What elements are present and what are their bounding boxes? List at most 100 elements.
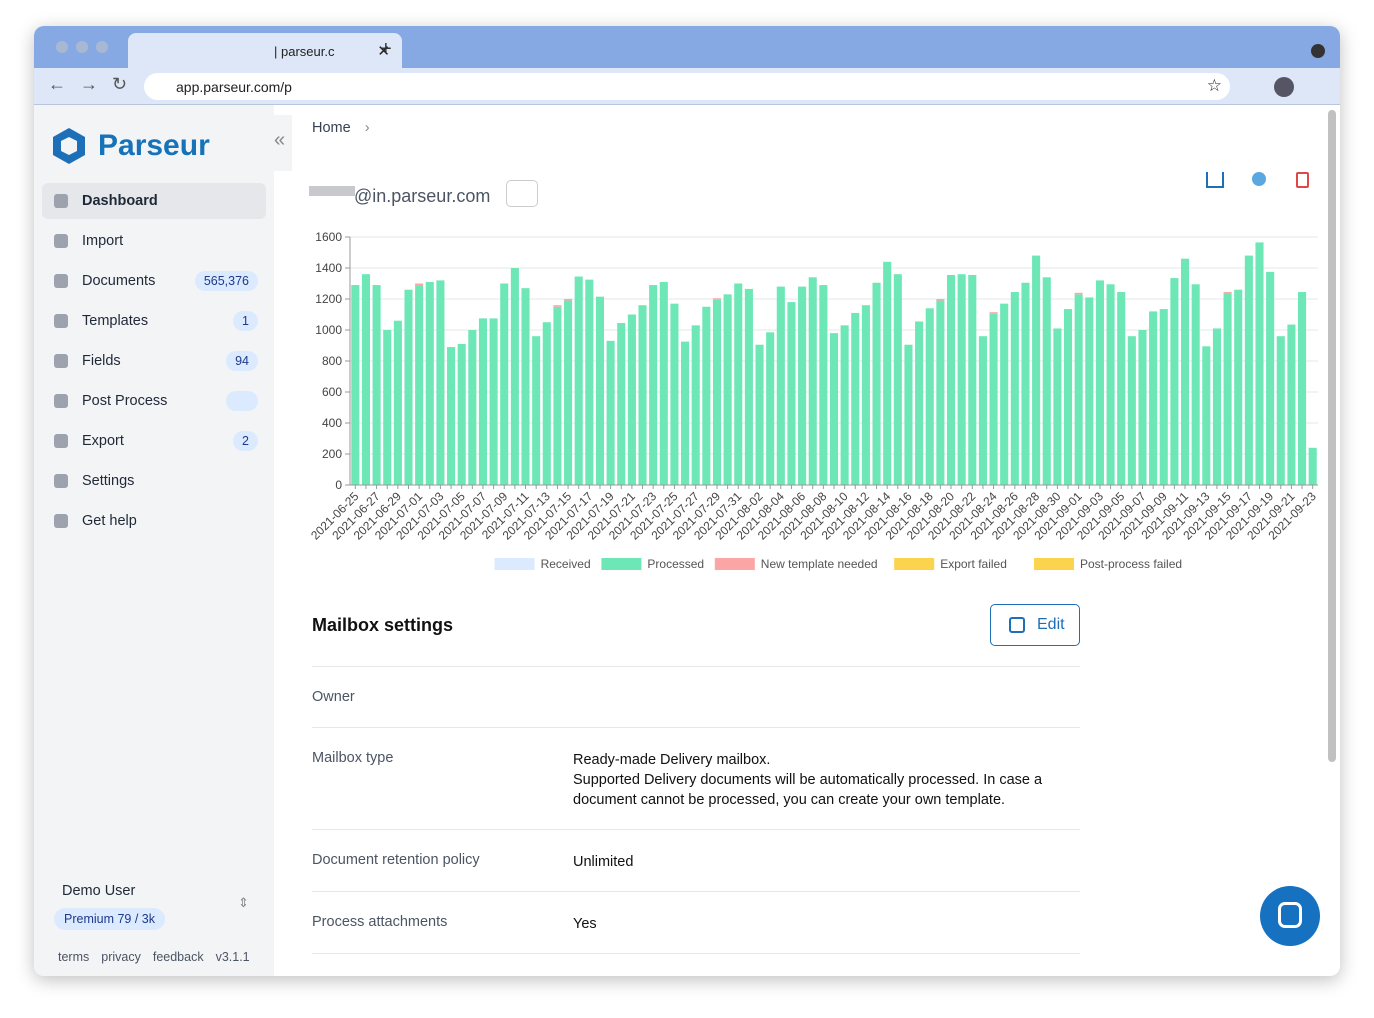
row-divider [312,953,1080,954]
y-tick-label: 400 [322,416,342,430]
legend-swatch [714,558,755,570]
breadcrumb-home[interactable]: Home [312,120,351,136]
bar-segment [691,325,700,485]
nav-buttons[interactable]: ←→↻ [48,74,142,94]
bar-segment [1117,292,1126,485]
legend-label: Received [541,557,591,571]
nav-icon [54,314,68,328]
bar-segment [532,336,541,485]
collapse[interactable]: « [274,115,292,171]
y-tick-label: 600 [322,385,342,399]
section-title: Mailbox settings [312,615,454,635]
nav-label: Fields [82,353,121,369]
bar-segment [1159,309,1168,485]
new-tab[interactable]: + [380,38,392,60]
bar-segment [787,302,796,485]
bar-segment [1010,292,1019,485]
bar-segment [755,344,764,485]
row-value: Unlimited [573,852,1073,872]
user-toggle[interactable]: ⇕ [238,895,249,910]
y-tick-label: 800 [322,354,342,368]
row-label: Process attachments [312,914,448,930]
bar-segment [404,289,413,485]
bar-segment [872,282,881,485]
bar-segment [766,332,775,485]
bar-segment [1149,311,1158,485]
bar-segment [606,340,615,485]
chart: 020040060080010001200140016002021-06-252… [308,230,1319,571]
bar-segment [478,318,488,485]
nav-item[interactable]: Documents 565,376 [42,263,266,299]
value-line: Ready-made Delivery mailbox. [573,752,771,768]
nav-item[interactable]: Settings [42,463,266,499]
bar-segment [542,322,551,485]
y-tick-label: 200 [322,447,342,461]
settings-button[interactable] [1252,172,1266,186]
bar-segment [627,314,636,485]
bar-segment [649,285,658,485]
plan[interactable]: Premium 79 / 3k [54,908,166,930]
row-label: Mailbox type [312,750,394,766]
bar-segment [659,281,668,485]
bar-segment [712,299,722,485]
bar-segment [776,286,785,485]
footer-link[interactable]: privacy [101,950,141,964]
tab-menu[interactable] [1311,44,1325,58]
bar-segment [978,336,987,485]
bar-segment [457,343,466,485]
breadcrumb[interactable]: Home › [312,120,370,136]
tab[interactable]: | parseur.c ✕ [128,33,402,68]
bar-segment [989,313,998,485]
legend-label: Post-process failed [1080,557,1182,571]
download-button[interactable] [1206,172,1224,188]
bar-segment [904,344,913,485]
legend-label: Processed [647,557,704,571]
bar-segment [510,268,519,485]
edit-button[interactable]: Edit [990,604,1080,646]
nav-label: Import [82,233,124,249]
bar-segment [819,285,828,485]
settings-row: Mailbox type Ready-made Delivery mailbox.… [312,727,1080,829]
window-controls[interactable] [56,41,108,53]
nav-item[interactable]: Export 2 [42,423,266,459]
nav-item[interactable]: Get help [42,503,266,539]
user-name: Demo User [62,883,136,899]
nav-label: Get help [82,513,137,529]
nav-item[interactable]: Post Process [42,383,266,419]
bar-segment [1063,309,1073,485]
footer-link[interactable]: feedback [152,950,204,964]
bar-segment [936,300,945,485]
profile[interactable] [1274,77,1294,97]
bar-segment [1170,278,1179,485]
nav-label: Templates [82,313,149,329]
row-value: Ready-made Delivery mailbox. Supported De… [573,750,1073,810]
footer-link[interactable]: v3.1.1 [215,950,250,964]
nav-badge: 2 [233,431,258,451]
legend: Received Processed New template needed Expo… [494,557,1182,571]
settings-row: Document retention policy Unlimited [312,829,1080,891]
delete-button[interactable] [1296,172,1309,188]
nav-item[interactable]: Import [42,223,266,259]
nav-label: Settings [82,473,135,489]
nav-badge-icon [226,391,258,411]
nav-icon [54,194,68,208]
bar-segment [1255,242,1264,485]
settings-row: Process attachments Yes [312,891,1080,953]
nav-item[interactable]: Fields 94 [42,343,266,379]
footer-link[interactable]: terms [58,950,90,964]
nav-item[interactable]: Dashboard [42,183,266,219]
bar-segment [553,306,562,485]
legend-swatch [601,558,642,570]
bar-segment [1127,336,1136,485]
bar-segment [712,298,722,300]
bar-segment [915,321,924,485]
chat-button[interactable] [1260,886,1320,946]
value-line: document cannot be processed, you can cr… [573,792,1006,808]
bar-segment [1053,328,1062,485]
nav-item[interactable]: Templates 1 [42,303,266,339]
mailbox-address: @in.parseur.com [354,186,491,206]
copy-button[interactable] [506,180,538,207]
url-field[interactable]: app.parseur.com/p ☆ [144,73,1230,100]
bar-segment [946,274,956,485]
